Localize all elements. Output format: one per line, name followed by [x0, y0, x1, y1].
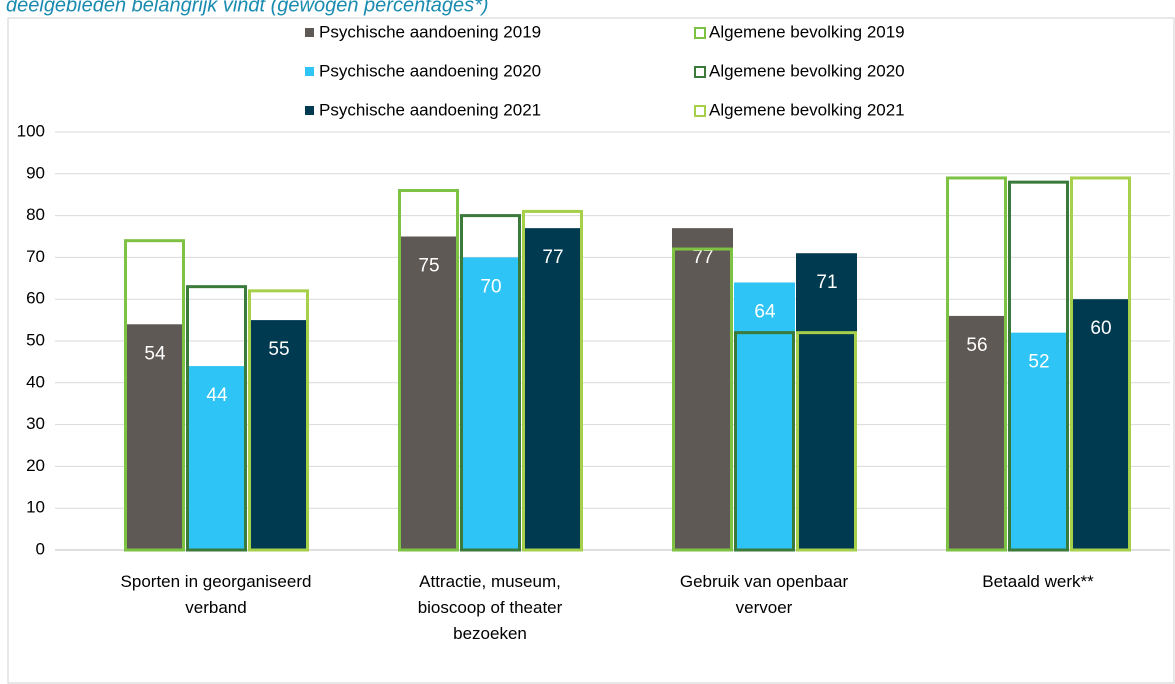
bar: [460, 257, 521, 550]
legend-swatch: [305, 106, 314, 115]
y-tick-label: 100: [17, 121, 45, 140]
y-tick-label: 0: [36, 539, 45, 558]
data-label: 55: [268, 339, 289, 360]
legend-swatch: [694, 66, 706, 78]
data-label: 44: [206, 385, 228, 406]
legend-label: Psychische aandoening 2019: [319, 22, 541, 41]
data-label: 60: [1090, 318, 1111, 339]
bar-outline: [946, 176, 1007, 552]
bar: [1070, 299, 1131, 550]
bar: [734, 282, 795, 550]
bar: [672, 228, 733, 550]
x-tick-label: Attractie, museum, bioscoop of theater bez…: [418, 572, 563, 643]
y-tick-label: 80: [26, 205, 45, 224]
x-tick-label-line: Sporten in georganiseerd: [121, 572, 312, 591]
x-tick-label-line: Betaald werk**: [982, 572, 1094, 591]
x-tick-label-line: verband: [185, 598, 246, 617]
bar: [946, 315, 1007, 550]
data-label: 52: [1028, 352, 1049, 373]
x-tick-label-line: bioscoop of theater: [418, 598, 563, 617]
y-tick-label: 90: [26, 163, 45, 182]
data-label: 54: [144, 343, 166, 364]
bar-outline: [1070, 176, 1131, 552]
bar-outline: [124, 239, 185, 552]
y-tick-label: 60: [26, 289, 45, 308]
x-tick-label-line: vervoer: [736, 598, 793, 617]
data-label: 77: [542, 247, 563, 268]
legend-label: Psychische aandoening 2021: [319, 100, 541, 119]
legend-label: Algemene bevolking 2019: [709, 22, 905, 41]
bar-outline: [186, 285, 247, 552]
y-tick-label: 50: [26, 330, 45, 349]
y-tick-label: 20: [26, 456, 45, 475]
bar: [1008, 332, 1069, 550]
bar-outline: [672, 247, 733, 552]
bar-outline: [734, 331, 795, 552]
bar: [398, 236, 459, 550]
legend-label: Algemene bevolking 2020: [709, 61, 905, 80]
chart-title: deelgebieden belangrijk vindt (gewogen p…: [6, 0, 489, 16]
y-tick-label: 70: [26, 247, 45, 266]
data-label: 56: [966, 335, 987, 356]
bar-outline: [460, 214, 521, 552]
x-tick-label: Betaald werk**: [982, 572, 1094, 591]
bar: [248, 320, 309, 550]
legend-swatch: [694, 105, 706, 117]
legend-swatch: [305, 67, 314, 76]
bar-outline: [398, 189, 459, 552]
bar: [124, 324, 185, 550]
x-tick-label-line: Attractie, museum,: [419, 572, 561, 591]
bar-outline: [1008, 180, 1069, 552]
bar: [796, 253, 857, 550]
data-label: 71: [816, 272, 837, 293]
data-label: 64: [754, 301, 776, 322]
data-label: 77: [692, 247, 713, 268]
x-tick-label-line: bezoeken: [453, 624, 527, 643]
bar-outline: [522, 209, 583, 552]
y-tick-label: 10: [26, 498, 45, 517]
bar-outline: [796, 331, 857, 552]
legend-swatch: [305, 28, 314, 37]
x-tick-label: Gebruik van openbaar vervoer: [680, 572, 849, 617]
x-tick-label: Sporten in georganiseerd verband: [121, 572, 312, 617]
data-label: 75: [418, 256, 439, 277]
bar: [186, 366, 247, 550]
data-label: 70: [480, 276, 501, 297]
legend-label: Psychische aandoening 2020: [319, 61, 541, 80]
legend-swatch: [694, 27, 706, 39]
x-tick-label-line: Gebruik van openbaar: [680, 572, 849, 591]
y-tick-label: 30: [26, 414, 45, 433]
y-tick-label: 40: [26, 372, 45, 391]
legend-label: Algemene bevolking 2021: [709, 100, 905, 119]
bar: [522, 228, 583, 550]
bar-outline: [248, 289, 309, 552]
